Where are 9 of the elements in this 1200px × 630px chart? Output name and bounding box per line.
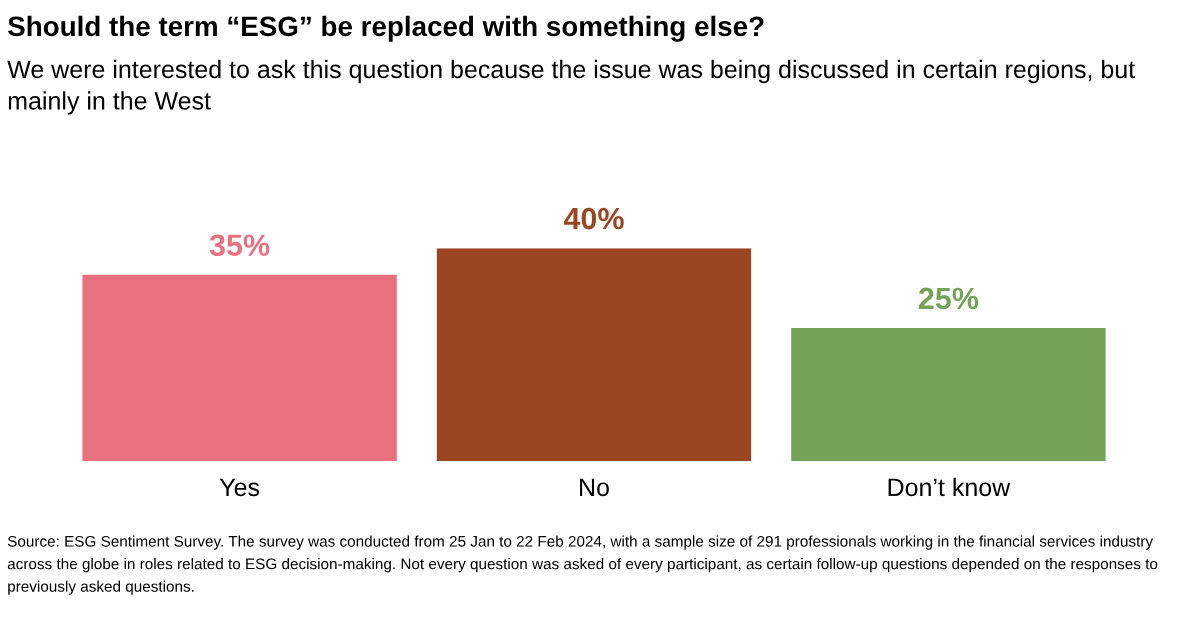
- source-note: Source: ESG Sentiment Survey. The survey was conducted from 25 Jan to 22 Feb 2024, with a sample size of 291 professionals working in the financial services industry across the globe in roles related to ESG decision-making. Not every question was asked of every participant, as certain follow-up questions depended on the responses to previously asked questions.: [7, 535, 1158, 595]
- x-tick-label: No: [580, 478, 609, 497]
- data-label: 40%: [563, 207, 624, 230]
- x-tick-label: Don’t know: [888, 477, 1011, 497]
- x-tick-label: Yes: [219, 478, 260, 497]
- chart-title: Should the term “ESG” be replaced with something else?: [8, 15, 764, 42]
- data-label: 25%: [918, 287, 979, 310]
- chart-subtitle: We were interested to ask this question because the issue was being discussed in certain regions, but mainly in the West: [7, 59, 1135, 115]
- data-label: 35%: [209, 234, 270, 257]
